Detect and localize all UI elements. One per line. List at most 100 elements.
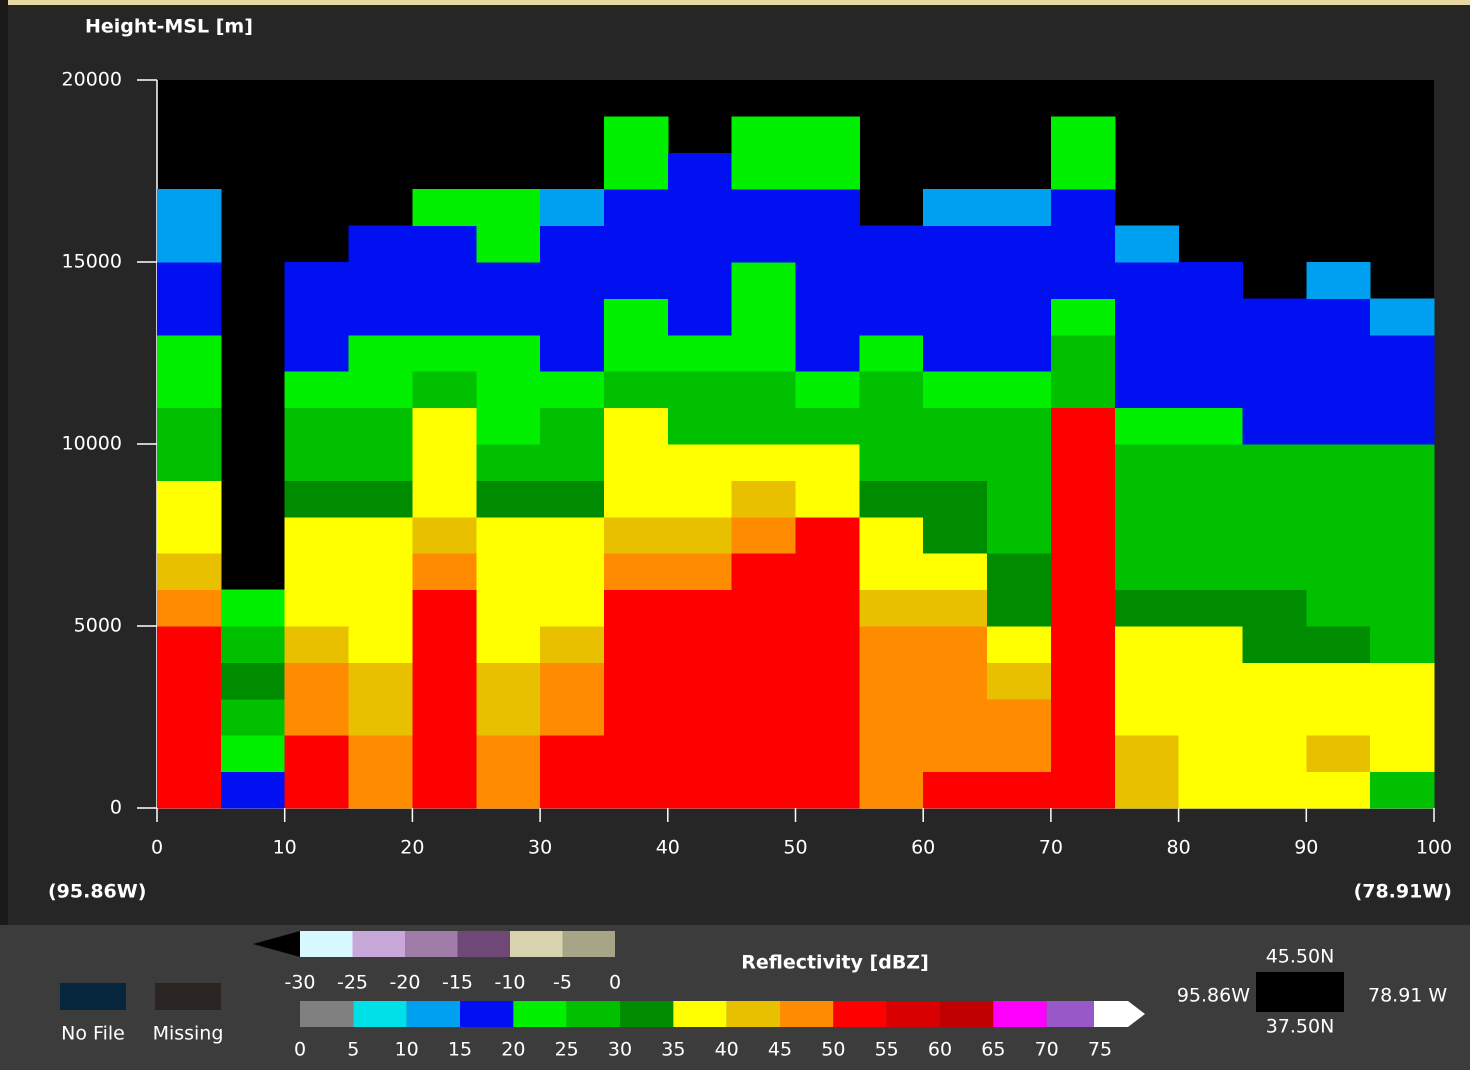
colorbar-tick-label: 0 (609, 972, 621, 994)
heatmap-cell (1306, 262, 1370, 299)
heatmap-cell (796, 262, 860, 299)
heatmap-cell (349, 590, 413, 627)
heatmap-cell (1051, 772, 1115, 809)
colorbar-swatch (780, 1001, 833, 1027)
heatmap-cell (987, 189, 1051, 226)
heatmap-cell (923, 699, 987, 736)
heatmap-cell (923, 735, 987, 772)
heatmap-cell (1306, 662, 1370, 699)
heatmap-cell (668, 735, 732, 772)
left-border (0, 0, 8, 925)
heatmap-cell (1306, 517, 1370, 554)
heatmap-cell (1051, 699, 1115, 736)
heatmap-cell (987, 553, 1051, 590)
location-south: 37.50N (1266, 1016, 1335, 1038)
heatmap-cell (668, 517, 732, 554)
colorbar-swatch (405, 931, 458, 957)
heatmap-cell (412, 226, 476, 263)
heatmap-cell (859, 444, 923, 481)
heatmap-cell (604, 371, 668, 408)
heatmap-cell (923, 772, 987, 809)
colorbar-tick-label: -30 (284, 972, 315, 994)
start-label: (95.86W) (48, 881, 146, 903)
heatmap-cell (412, 553, 476, 590)
heatmap-cell (1242, 298, 1306, 335)
colorbar-swatch (353, 1001, 406, 1027)
heatmap-cell (1370, 626, 1434, 663)
heatmap-cell (1306, 371, 1370, 408)
heatmap-cell (1306, 772, 1370, 809)
heatmap-cell (923, 553, 987, 590)
heatmap-cell (157, 772, 221, 809)
heatmap-cell (285, 480, 349, 517)
heatmap-cell (923, 444, 987, 481)
heatmap-cell (1242, 553, 1306, 590)
heatmap-cell (285, 735, 349, 772)
heatmap-cell (732, 626, 796, 663)
heatmap-cell (1179, 371, 1243, 408)
heatmap-cell (732, 699, 796, 736)
heatmap-cell (1242, 335, 1306, 372)
heatmap-cell (540, 626, 604, 663)
heatmap-cell (987, 226, 1051, 263)
x-tick-label: 0 (151, 837, 163, 859)
heatmap-cell (540, 772, 604, 809)
heatmap-cell (1051, 444, 1115, 481)
heatmap-cell (987, 626, 1051, 663)
heatmap-cell (987, 735, 1051, 772)
heatmap-cell (285, 553, 349, 590)
heatmap-cell (732, 116, 796, 153)
heatmap-cell (604, 153, 668, 190)
heatmap-cell (923, 335, 987, 372)
heatmap-cell (1242, 480, 1306, 517)
heatmap-cell (349, 298, 413, 335)
heatmap-cell (604, 480, 668, 517)
heatmap-cell (1051, 335, 1115, 372)
heatmap-cell (157, 590, 221, 627)
heatmap-cell (1115, 553, 1179, 590)
heatmap-cell (732, 371, 796, 408)
heatmap-cell (221, 662, 285, 699)
heatmap-cell (859, 699, 923, 736)
colorbar-swatch (620, 1001, 673, 1027)
heatmap-cell (349, 626, 413, 663)
heatmap-cell (859, 626, 923, 663)
heatmap-cell (859, 553, 923, 590)
heatmap-cell (796, 444, 860, 481)
heatmap-cell (1370, 662, 1434, 699)
heatmap-cell (1115, 590, 1179, 627)
heatmap-cell (732, 444, 796, 481)
colorbar-swatch (460, 1001, 513, 1027)
heatmap-cell (604, 408, 668, 445)
heatmap-cell (1370, 699, 1434, 736)
heatmap-cell (796, 116, 860, 153)
heatmap-cell (412, 590, 476, 627)
heatmap-cell (476, 662, 540, 699)
heatmap-cell (732, 480, 796, 517)
heatmap-cell (285, 699, 349, 736)
heatmap-cell (1179, 298, 1243, 335)
heatmap-cell (349, 480, 413, 517)
heatmap-cell (923, 662, 987, 699)
heatmap-cell (157, 444, 221, 481)
heatmap-cell (540, 262, 604, 299)
heatmap-cell (1051, 480, 1115, 517)
colorbar-tick-label: 60 (928, 1039, 952, 1061)
colorbar-swatch (563, 931, 616, 957)
heatmap-cell (732, 772, 796, 809)
heatmap-cell (1370, 408, 1434, 445)
heatmap-cell (859, 480, 923, 517)
heatmap-cell (732, 335, 796, 372)
heatmap-cell (859, 226, 923, 263)
colorbar-tick-label: -20 (389, 972, 420, 994)
colorbar-tick-label: -25 (337, 972, 368, 994)
heatmap-cell (412, 444, 476, 481)
heatmap-cell (1051, 371, 1115, 408)
heatmap-cell (540, 371, 604, 408)
heatmap-cell (1051, 189, 1115, 226)
heatmap-cell (349, 226, 413, 263)
heatmap-cell (476, 371, 540, 408)
heatmap-cell (285, 298, 349, 335)
heatmap-cell (540, 517, 604, 554)
heatmap-cell (668, 444, 732, 481)
